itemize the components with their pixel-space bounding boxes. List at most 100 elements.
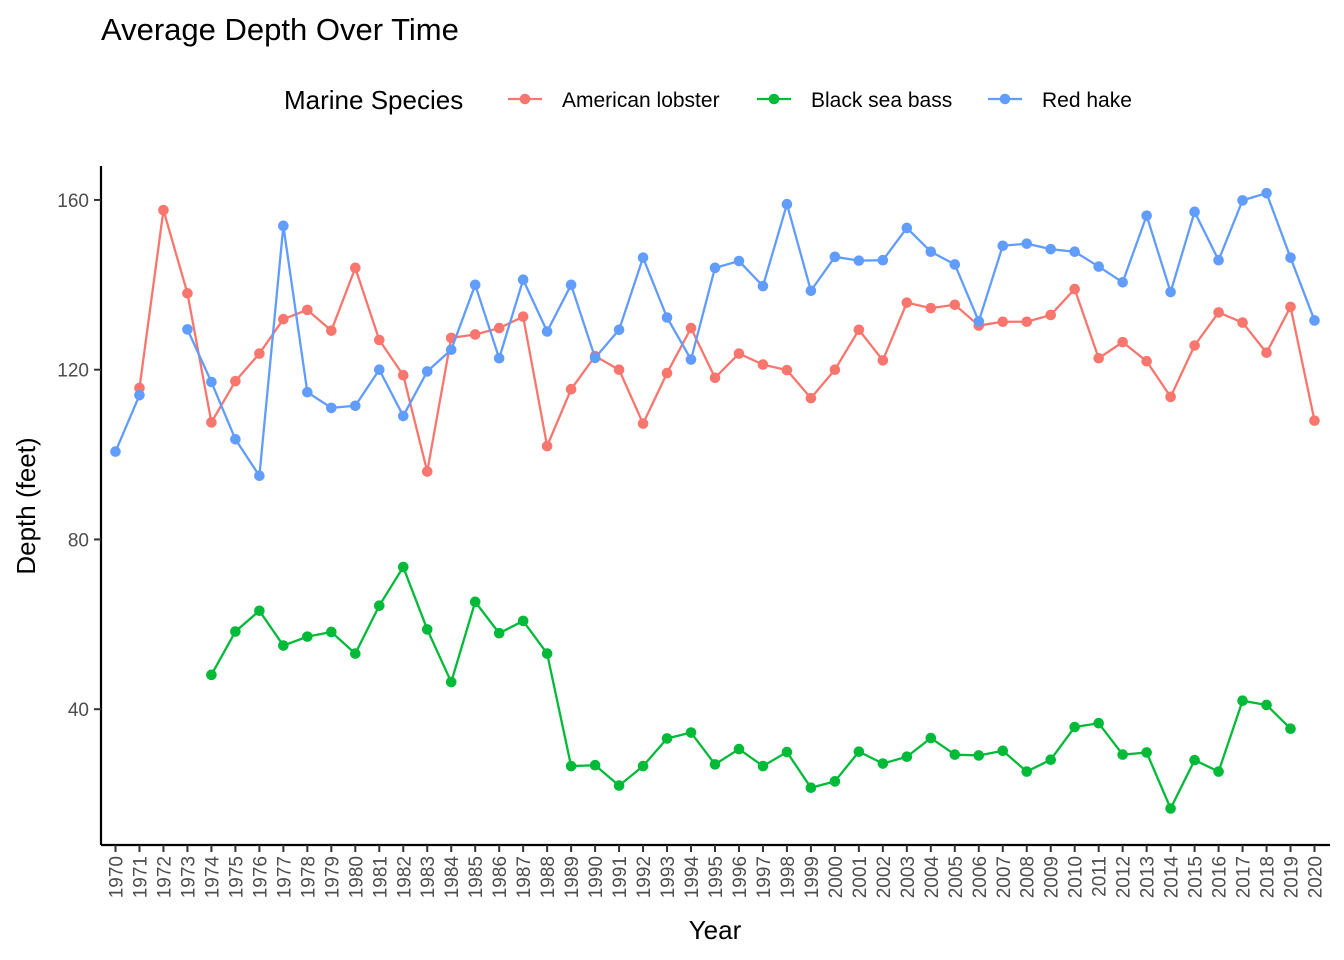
data-point-black-sea-bass	[397, 561, 409, 573]
data-point-american-lobster	[853, 324, 865, 336]
data-point-american-lobster	[326, 325, 337, 336]
data-point-red-hake	[517, 274, 529, 286]
legend-key-point	[999, 93, 1011, 105]
data-point-american-lobster	[1189, 340, 1200, 351]
x-tick-label: 2006	[970, 856, 991, 898]
data-point-red-hake	[565, 279, 577, 291]
x-tick-label: 1978	[298, 856, 319, 898]
data-point-red-hake	[254, 470, 265, 482]
data-point-american-lobster	[1237, 317, 1248, 328]
y-tick-label: 120	[57, 361, 89, 382]
x-tick-label: 1992	[634, 856, 655, 898]
data-point-red-hake	[134, 389, 145, 401]
data-point-black-sea-bass	[541, 648, 553, 659]
data-point-black-sea-bass	[565, 760, 577, 772]
data-point-red-hake	[997, 240, 1009, 252]
data-point-american-lobster	[373, 334, 385, 346]
data-point-red-hake	[373, 364, 385, 376]
data-point-red-hake	[589, 352, 601, 364]
data-point-red-hake	[278, 220, 289, 232]
data-point-black-sea-bass	[637, 760, 649, 772]
x-tick-label: 2020	[1306, 856, 1327, 898]
legend-label-black-sea-bass: Black sea bass	[811, 89, 952, 112]
data-point-black-sea-bass	[421, 624, 433, 635]
data-point-american-lobster	[397, 369, 409, 381]
data-point-black-sea-bass	[230, 626, 241, 637]
data-point-black-sea-bass	[302, 631, 313, 642]
y-tick-label: 40	[68, 700, 89, 721]
data-point-red-hake	[1045, 243, 1057, 255]
x-tick-label: 2003	[898, 856, 919, 898]
data-point-black-sea-bass	[278, 640, 289, 651]
data-point-red-hake	[541, 326, 553, 337]
x-tick-label: 1994	[682, 856, 703, 899]
legend-item-american-lobster: American lobster	[508, 89, 720, 112]
data-point-red-hake	[397, 410, 409, 422]
x-tick-label: 1985	[466, 856, 487, 898]
data-point-american-lobster	[733, 348, 745, 359]
series-american-lobster	[134, 204, 1320, 477]
series-red-hake	[110, 187, 1320, 482]
data-point-black-sea-bass	[733, 743, 745, 755]
data-point-american-lobster	[805, 392, 817, 404]
data-point-red-hake	[1189, 206, 1200, 218]
data-point-black-sea-bass	[901, 751, 913, 763]
series-line-american-lobster	[138, 208, 1316, 473]
x-tick-label: 1986	[490, 856, 511, 898]
data-point-american-lobster	[206, 417, 217, 428]
data-point-american-lobster	[517, 311, 529, 322]
x-tick-label: 1972	[154, 856, 175, 898]
x-tick-label: 2005	[946, 856, 967, 898]
data-point-american-lobster	[182, 288, 193, 299]
x-tick-label: 2004	[922, 856, 943, 899]
x-tick-label: 1981	[370, 856, 391, 898]
data-point-red-hake	[925, 246, 937, 258]
data-point-black-sea-bass	[661, 733, 673, 744]
x-tick-label: 2008	[1018, 856, 1039, 898]
x-tick-label: 2016	[1210, 856, 1231, 898]
data-point-american-lobster	[1045, 309, 1057, 321]
x-tick-label: 1991	[610, 856, 631, 898]
x-tick-label: 2019	[1282, 856, 1303, 898]
data-point-black-sea-bass	[326, 626, 337, 638]
data-point-black-sea-bass	[685, 727, 697, 738]
legend-key-point	[519, 93, 531, 105]
x-tick-label: 1980	[346, 856, 367, 898]
legend-label-red-hake: Red hake	[1042, 89, 1132, 112]
data-point-red-hake	[1165, 286, 1176, 298]
data-point-black-sea-bass	[757, 760, 769, 772]
data-point-black-sea-bass	[997, 745, 1009, 757]
x-tick-label: 2000	[826, 856, 847, 898]
data-point-black-sea-bass	[805, 782, 817, 794]
x-tick-label: 2002	[874, 856, 895, 898]
data-point-red-hake	[350, 400, 361, 412]
chart-title: Average Depth Over Time	[101, 12, 459, 47]
data-point-black-sea-bass	[469, 596, 481, 608]
data-point-black-sea-bass	[1213, 766, 1224, 777]
data-point-american-lobster	[1093, 352, 1104, 364]
data-point-american-lobster	[757, 359, 769, 370]
data-point-red-hake	[1237, 195, 1248, 206]
data-point-red-hake	[853, 255, 865, 266]
x-tick-label: 2017	[1234, 856, 1255, 898]
data-point-red-hake	[973, 316, 985, 327]
data-point-black-sea-bass	[254, 605, 265, 617]
data-point-red-hake	[1117, 276, 1128, 288]
data-point-red-hake	[949, 259, 961, 270]
data-point-american-lobster	[613, 364, 625, 376]
data-point-black-sea-bass	[1165, 803, 1176, 814]
x-tick-label: 2013	[1138, 856, 1159, 898]
data-point-red-hake	[445, 344, 457, 356]
data-point-american-lobster	[230, 375, 241, 387]
data-point-red-hake	[901, 222, 913, 234]
data-point-american-lobster	[925, 302, 937, 314]
data-point-black-sea-bass	[1261, 699, 1272, 711]
data-point-american-lobster	[829, 364, 841, 376]
data-point-black-sea-bass	[373, 600, 385, 611]
x-tick-label: 1997	[754, 856, 775, 898]
data-point-black-sea-bass	[853, 746, 865, 757]
x-tick-label: 1973	[178, 856, 199, 898]
x-tick-label: 1987	[514, 856, 535, 898]
data-point-american-lobster	[1309, 415, 1320, 426]
